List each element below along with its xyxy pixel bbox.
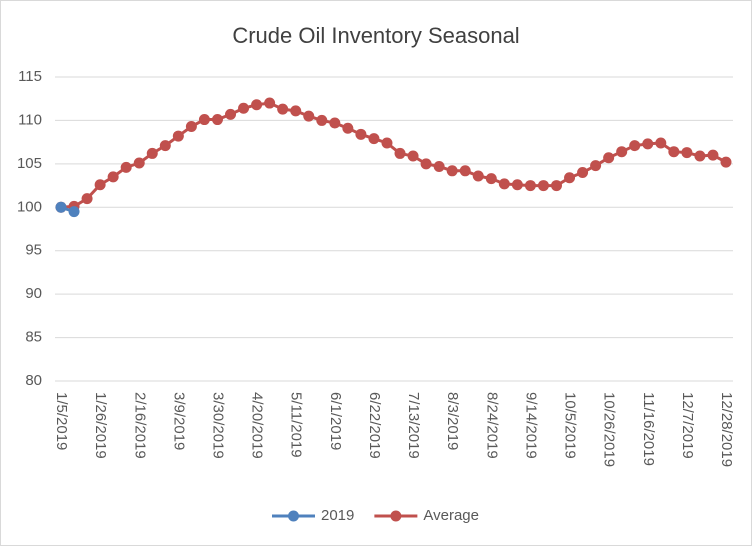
y-tick-label: 85	[25, 329, 42, 346]
x-tick-label: 7/13/2019	[405, 392, 422, 459]
point	[316, 114, 328, 126]
point	[342, 122, 354, 134]
point	[720, 156, 732, 168]
point	[524, 180, 536, 192]
point	[498, 178, 510, 190]
point	[681, 147, 693, 159]
x-tick-label: 11/16/2019	[640, 392, 657, 466]
point	[172, 130, 184, 142]
y-tick-label: 80	[25, 372, 42, 389]
point	[159, 140, 171, 152]
point	[459, 165, 471, 177]
x-tick-label: 1/26/2019	[92, 392, 109, 459]
point	[707, 149, 719, 161]
point	[290, 105, 302, 117]
legend-label: Average	[423, 507, 479, 524]
point	[381, 137, 393, 149]
point	[55, 201, 67, 213]
point	[238, 102, 250, 114]
point	[603, 152, 615, 164]
x-tick-label: 12/28/2019	[718, 392, 735, 467]
x-tick-label: 3/30/2019	[210, 392, 227, 459]
point	[433, 160, 445, 172]
point	[264, 97, 276, 109]
point	[577, 167, 589, 179]
y-tick-label: 110	[18, 111, 42, 128]
point	[629, 140, 641, 152]
point	[94, 179, 106, 191]
y-tick-label: 95	[25, 242, 42, 259]
point	[68, 206, 80, 218]
x-tick-label: 10/5/2019	[562, 392, 579, 459]
point	[303, 110, 315, 122]
x-tick-label: 5/11/2019	[288, 392, 305, 458]
point	[251, 99, 263, 111]
y-tick-label: 115	[18, 68, 42, 85]
point	[485, 173, 497, 185]
x-tick-label: 6/1/2019	[327, 392, 344, 450]
point	[420, 158, 432, 170]
point	[655, 137, 667, 149]
x-tick-label: 8/24/2019	[483, 392, 500, 459]
x-tick-label: 9/14/2019	[522, 392, 539, 459]
point	[407, 150, 419, 162]
point	[198, 114, 210, 126]
point	[329, 117, 341, 129]
series-line	[60, 101, 727, 209]
point	[81, 193, 93, 205]
point	[146, 147, 158, 159]
point	[185, 121, 197, 133]
y-tick-label: 105	[17, 155, 42, 172]
x-tick-label: 6/22/2019	[366, 392, 383, 459]
x-tick-label: 3/9/2019	[170, 392, 187, 450]
x-tick-label: 4/20/2019	[249, 392, 266, 459]
point	[394, 147, 406, 159]
x-tick-label: 1/5/2019	[53, 392, 70, 450]
point	[564, 172, 576, 184]
point	[590, 160, 602, 172]
x-tick-label: 8/3/2019	[444, 392, 461, 450]
point	[642, 138, 654, 150]
x-tick-label: 10/26/2019	[601, 392, 618, 467]
point	[511, 179, 523, 191]
point	[446, 165, 458, 177]
legend-marker	[390, 510, 402, 522]
point	[668, 146, 680, 158]
point	[120, 161, 132, 173]
point	[472, 170, 484, 182]
y-tick-label: 100	[17, 198, 42, 215]
point	[107, 171, 119, 183]
point	[277, 103, 289, 115]
x-tick-label: 2/16/2019	[131, 392, 148, 459]
legend-label: 2019	[321, 507, 354, 524]
point	[368, 133, 380, 145]
y-tick-label: 90	[25, 285, 42, 302]
point	[550, 180, 562, 192]
point	[616, 146, 628, 158]
point	[355, 128, 367, 140]
point	[694, 150, 706, 162]
x-tick-label: 12/7/2019	[679, 392, 696, 459]
point	[537, 180, 549, 192]
point	[225, 108, 237, 120]
point	[211, 114, 223, 126]
legend-marker	[288, 510, 299, 522]
chart-title: Crude Oil Inventory Seasonal	[232, 23, 519, 48]
point	[133, 157, 145, 169]
